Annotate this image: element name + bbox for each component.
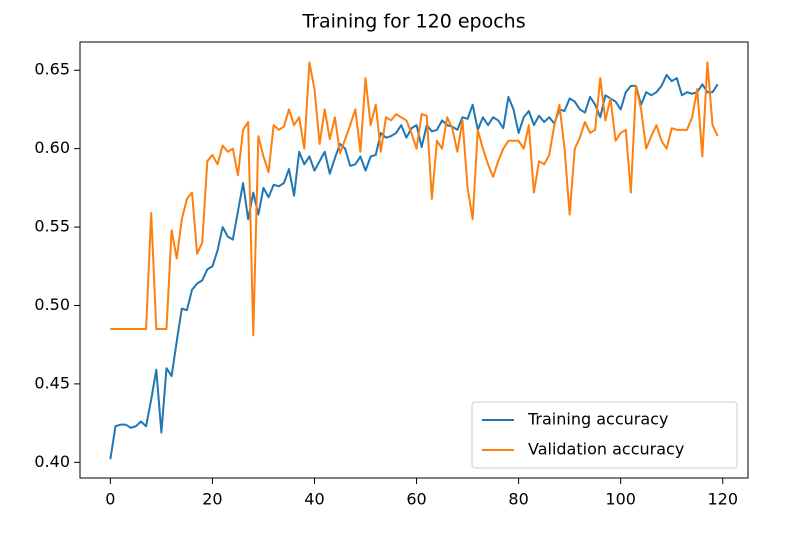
x-tick-label: 20: [202, 490, 222, 509]
series-line: [110, 61, 719, 337]
x-tick-label: 40: [304, 490, 324, 509]
series-line: [109, 73, 719, 460]
y-tick-label: 0.45: [34, 373, 70, 392]
x-tick-label: 80: [508, 490, 528, 509]
x-tick-label: 120: [707, 490, 738, 509]
legend-box: [471, 401, 738, 469]
x-tick-label: 100: [605, 490, 636, 509]
x-tick-label: 60: [406, 490, 426, 509]
y-tick-label: 0.55: [34, 217, 70, 236]
legend-label: Training accuracy: [527, 410, 668, 429]
x-tick-label: 0: [105, 490, 115, 509]
y-tick-label: 0.50: [34, 295, 70, 314]
legend-label: Validation accuracy: [528, 440, 684, 459]
plot-frame: [79, 41, 749, 479]
legend: Training accuracy Validation accuracy: [471, 401, 738, 469]
y-tick-label: 0.40: [34, 452, 70, 471]
y-tick-label: 0.60: [34, 138, 70, 157]
y-tick-label: 0.65: [34, 60, 70, 79]
chart-title: Training for 120 epochs: [301, 11, 525, 33]
